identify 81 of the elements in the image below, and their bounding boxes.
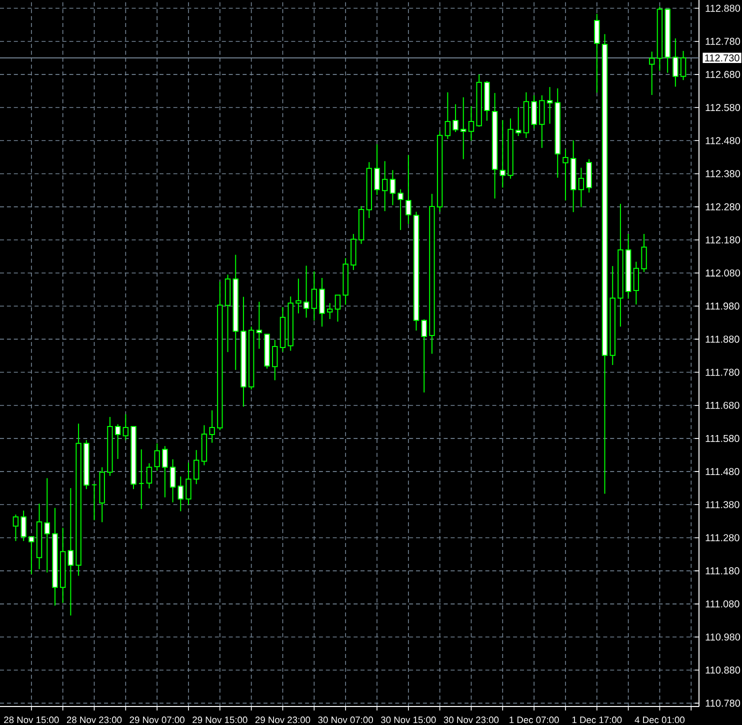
candlestick	[562, 148, 568, 202]
candlestick	[311, 270, 318, 322]
y-tick-label: 111.180	[706, 567, 740, 574]
candlestick	[327, 302, 333, 320]
candlestick	[114, 424, 121, 460]
candlestick	[209, 410, 215, 444]
y-tick-label: 112.680	[706, 70, 740, 78]
candlestick	[680, 50, 686, 81]
candlestick	[20, 510, 26, 542]
candlestick	[296, 278, 302, 314]
candlestick	[649, 51, 655, 96]
candlestick	[138, 448, 144, 510]
candlestick	[516, 106, 522, 136]
candlestick	[170, 458, 176, 503]
y-tick-label: 110.980	[706, 633, 740, 641]
x-tick-label: 30 Nov 07:00	[318, 716, 373, 724]
y-tick-label: 111.780	[706, 368, 740, 376]
y-tick-label: 111.880	[706, 336, 740, 343]
x-tick-label: 4 Dec 01:00	[634, 716, 685, 724]
candlestick	[578, 167, 584, 208]
candlestick	[91, 484, 98, 521]
candlestick	[398, 188, 404, 230]
candlestick	[122, 414, 129, 441]
candlestick	[452, 104, 458, 133]
y-tick-label: 112.480	[706, 137, 740, 144]
y-tick-label: 111.280	[706, 534, 740, 542]
y-tick-label: 111.980	[706, 302, 740, 310]
candlestick	[146, 462, 152, 489]
x-tick-label: 1 Dec 17:00	[572, 716, 622, 724]
candlestick	[154, 442, 160, 472]
y-tick-label: 112.180	[706, 236, 740, 244]
candlestick	[334, 294, 341, 322]
y-tick-label: 111.680	[706, 402, 740, 409]
candlestick	[444, 92, 451, 140]
candlestick	[193, 450, 200, 485]
candlestick	[406, 154, 412, 225]
candlestick	[12, 514, 19, 542]
candlestick	[500, 120, 506, 188]
y-tick-label: 111.480	[706, 468, 740, 476]
y-tick-label: 112.080	[706, 269, 740, 277]
y-tick-label: 110.880	[706, 666, 740, 674]
candlestick	[303, 265, 310, 318]
candlestick	[546, 86, 553, 124]
candlestick	[44, 478, 50, 573]
y-tick-label: 111.380	[706, 501, 740, 508]
y-tick-label: 112.880	[706, 4, 740, 12]
candlestick	[468, 106, 474, 142]
candlestick	[374, 144, 380, 196]
candlestick	[594, 13, 600, 94]
candlestick	[531, 94, 537, 129]
y-tick-label: 110.780	[706, 700, 740, 707]
y-tick-label: 112.580	[706, 104, 740, 112]
candlestick	[162, 446, 168, 498]
candlestick	[539, 94, 545, 148]
candlestick	[68, 488, 74, 616]
candlestick	[460, 96, 466, 160]
x-tick-label: 29 Nov 07:00	[130, 716, 184, 724]
candlestick	[256, 301, 262, 350]
y-tick-label: 111.580	[706, 434, 740, 442]
candlestick	[672, 38, 678, 88]
x-tick-label: 30 Nov 23:00	[444, 716, 499, 724]
x-tick-label: 28 Nov 15:00	[4, 716, 59, 724]
candlestick	[382, 160, 388, 212]
ref-line-label: 112.730	[705, 54, 740, 62]
x-tick-label: 29 Nov 15:00	[192, 716, 248, 724]
x-tick-label: 29 Nov 23:00	[255, 716, 310, 724]
x-tick-label: 28 Nov 23:00	[66, 716, 122, 724]
candlestick	[272, 339, 278, 381]
candlestick	[28, 536, 34, 575]
candlestick	[186, 462, 192, 506]
x-tick-label: 1 Dec 07:00	[510, 716, 559, 724]
candlestick	[390, 170, 396, 206]
candlestick	[178, 476, 184, 512]
y-tick-label: 112.780	[706, 38, 740, 45]
y-tick-label: 112.380	[706, 170, 740, 178]
x-tick-label: 30 Nov 15:00	[381, 716, 436, 724]
y-tick-label: 111.080	[706, 600, 740, 608]
candlestick	[633, 261, 640, 305]
y-tick-label: 112.280	[706, 203, 740, 210]
candlestick	[641, 233, 647, 273]
candlestick	[421, 318, 427, 393]
